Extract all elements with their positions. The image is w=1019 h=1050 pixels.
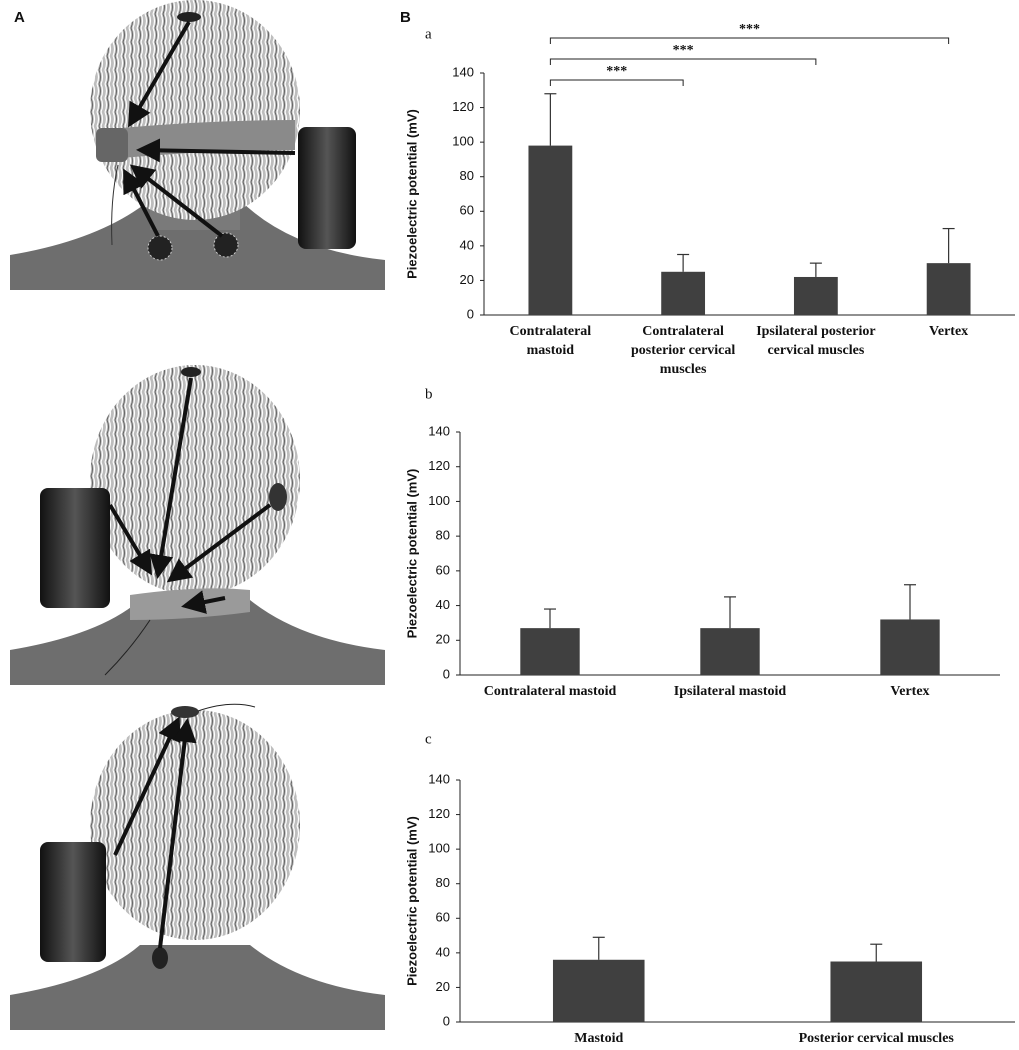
y-tick-label: 0	[443, 666, 450, 681]
y-tick-label: 100	[428, 841, 450, 856]
y-tick-label: 60	[460, 203, 474, 218]
error-bar	[870, 943, 883, 962]
y-tick-label: 140	[428, 423, 450, 438]
bar	[926, 263, 971, 315]
y-tick-label: 20	[460, 272, 474, 287]
error-bar	[942, 227, 955, 264]
y-tick-label: 0	[443, 1013, 450, 1028]
bar	[520, 628, 580, 675]
significance-label: ***	[739, 22, 760, 37]
y-tick-label: 100	[452, 134, 474, 149]
y-tick-label: 80	[436, 875, 450, 890]
error-bar	[809, 262, 822, 277]
significance-bracket	[549, 79, 684, 86]
error-bar	[724, 596, 736, 629]
chart-label: c	[425, 731, 432, 747]
x-tick-label: Ipsilateral posterior cervical muscles	[756, 324, 876, 358]
x-tick-label: Mastoid	[574, 1031, 624, 1046]
y-tick-label: 60	[436, 562, 450, 577]
y-axis-label: Piezoelectric potential (mV)	[404, 469, 419, 639]
bar	[830, 961, 923, 1022]
y-tick-label: 40	[460, 237, 474, 252]
y-axis-label: Piezoelectric potential (mV)	[404, 109, 419, 279]
error-bar	[677, 253, 690, 272]
significance-bracket	[549, 37, 950, 44]
x-tick-label: Posterior cervical muscles	[798, 1031, 954, 1046]
y-tick-label: 120	[428, 458, 450, 473]
x-tick-label: Contralateral mastoid	[509, 324, 592, 358]
y-tick-label: 140	[452, 64, 474, 79]
illustration-2	[10, 365, 385, 685]
y-tick-label: 20	[436, 632, 450, 647]
error-bar	[592, 936, 605, 960]
x-tick-label: Contralateral posterior cervical muscles	[630, 324, 736, 377]
significance-bracket	[549, 58, 817, 65]
y-tick-label: 40	[436, 597, 450, 612]
x-tick-label: Vertex	[929, 324, 969, 339]
y-tick-label: 40	[436, 944, 450, 959]
significance-label: ***	[606, 64, 627, 79]
significance-label: ***	[673, 43, 694, 58]
bar	[793, 276, 838, 315]
y-tick-label: 20	[436, 979, 450, 994]
y-tick-label: 120	[452, 99, 474, 114]
chart-label: a	[425, 26, 432, 42]
bar	[661, 271, 706, 315]
y-tick-label: 80	[460, 168, 474, 183]
y-tick-label: 80	[436, 528, 450, 543]
x-tick-label: Contralateral mastoid	[483, 684, 617, 699]
error-bar	[544, 93, 557, 146]
bar	[700, 628, 760, 675]
bar	[552, 959, 645, 1022]
x-tick-label: Vertex	[890, 684, 930, 699]
y-tick-label: 100	[428, 493, 450, 508]
y-axis-label: Piezoelectric potential (mV)	[404, 816, 419, 986]
y-tick-label: 0	[467, 306, 474, 321]
bar	[880, 619, 940, 675]
y-tick-label: 120	[428, 806, 450, 821]
y-tick-label: 60	[436, 910, 450, 925]
panel-label: B	[400, 9, 411, 26]
illustration-3	[10, 703, 385, 1030]
error-bar	[544, 608, 556, 629]
error-bar	[904, 584, 916, 620]
y-tick-label: 140	[428, 771, 450, 786]
bar	[528, 145, 573, 315]
panel-label: A	[14, 9, 25, 26]
illustration-1	[10, 0, 385, 290]
x-tick-label: Ipsilateral mastoid	[673, 684, 787, 699]
chart-label: b	[425, 386, 433, 402]
